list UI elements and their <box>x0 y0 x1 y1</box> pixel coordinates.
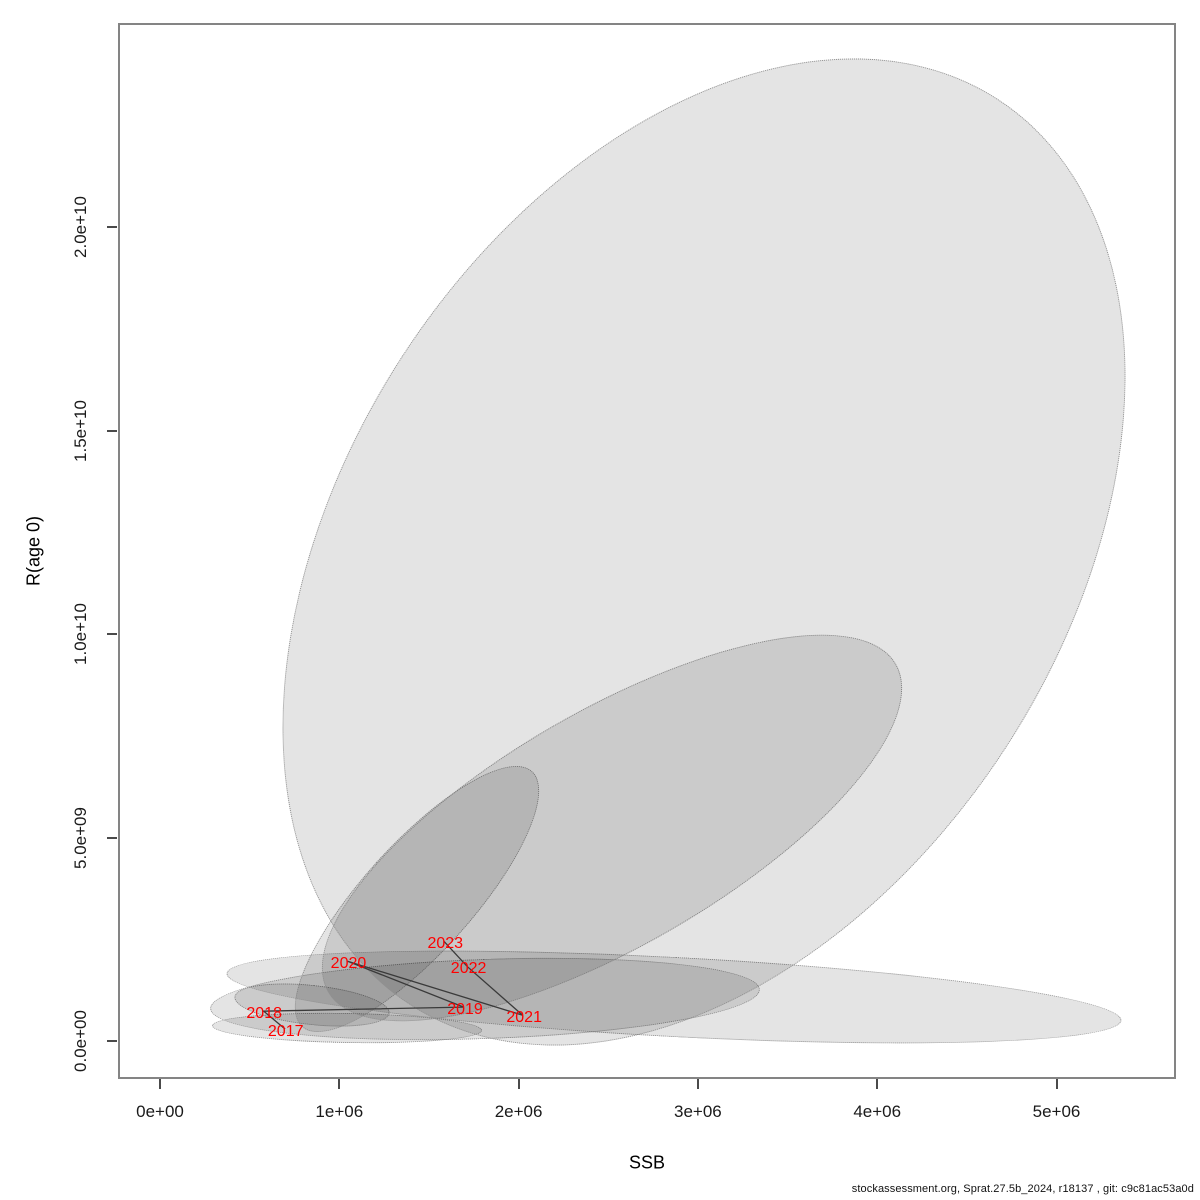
plot-frame: 2017 2018 2019 2020 2021 2022 2023 <box>118 23 1176 1079</box>
x-tick-1e+06 <box>338 1079 341 1089</box>
y-tick-label-5.0e+09: 5.0e+09 <box>71 806 90 869</box>
x-tick-label-4e+06: 4e+06 <box>853 1102 902 1121</box>
x-tick-label-5e+06: 5e+06 <box>1032 1102 1081 1121</box>
y-axis-title: R(age 0) <box>23 515 44 587</box>
x-tick-label-3e+06: 3e+06 <box>674 1102 722 1121</box>
y-tick-label-0.0e+00: 0.0e+00 <box>71 1010 90 1072</box>
x-tick-3e+06 <box>696 1079 699 1089</box>
year-label-2017: 2017 <box>267 1023 304 1041</box>
x-tick-5e+06 <box>1055 1079 1058 1089</box>
y-tick-1.0e+10 <box>107 633 117 635</box>
y-tick-label-2.0e+10: 2.0e+10 <box>71 196 90 258</box>
year-label-2023: 2023 <box>427 935 464 953</box>
year-label-2019: 2019 <box>447 1001 483 1019</box>
year-label-2020: 2020 <box>330 955 367 973</box>
y-tick-label-1.0e+10: 1.0e+10 <box>71 603 90 665</box>
year-label-2021: 2021 <box>506 1009 542 1027</box>
year-label-2018: 2018 <box>246 1005 282 1023</box>
x-tick-label-0e+00: 0e+00 <box>136 1102 184 1121</box>
year-label-2022: 2022 <box>450 960 487 978</box>
y-tick-label-1.5e+10: 1.5e+10 <box>71 399 90 462</box>
x-tick-4e+06 <box>876 1079 879 1089</box>
x-axis-title: SSB <box>628 1152 666 1173</box>
year-track-polyline <box>261 940 524 1030</box>
y-tick-0.0e+00 <box>107 1040 117 1042</box>
x-tick-0e+00 <box>159 1079 161 1089</box>
x-tick-label-2e+06: 2e+06 <box>494 1102 543 1121</box>
y-tick-1.5e+10 <box>107 429 117 432</box>
x-tick-2e+06 <box>517 1079 520 1089</box>
y-tick-5.0e+09 <box>107 836 117 839</box>
footer-attribution: stockassessment.org, Sprat.27.5b_2024, r… <box>851 1183 1194 1195</box>
recruitment-track-line <box>261 940 524 1030</box>
y-tick-2.0e+10 <box>107 226 117 228</box>
x-tick-label-1e+06: 1e+06 <box>315 1102 364 1121</box>
